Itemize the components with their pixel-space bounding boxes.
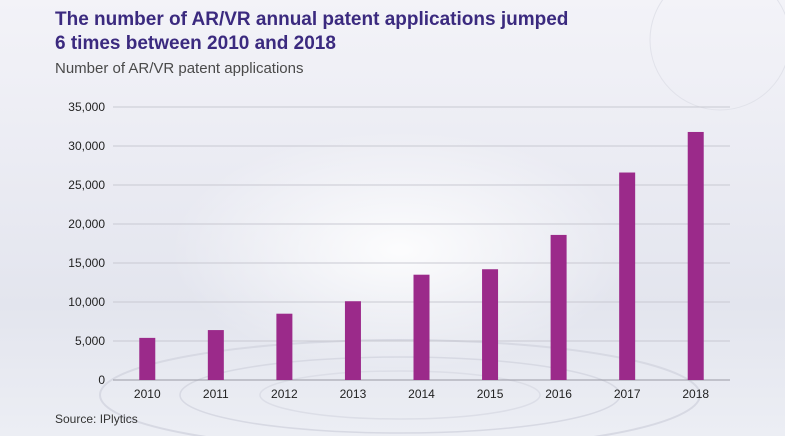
bar-2011 (207, 330, 224, 380)
x-tick-label: 2014 (408, 387, 435, 401)
y-tick-label: 25,000 (68, 178, 105, 192)
source-note: Source: IPlytics (55, 412, 138, 426)
bar-2014 (413, 274, 430, 380)
bar-2016 (550, 234, 567, 380)
chart-title-line-2: 6 times between 2010 and 2018 (55, 33, 336, 54)
x-tick-label: 2010 (134, 387, 161, 401)
bars (139, 131, 704, 380)
bar-2010 (139, 337, 156, 380)
bar-2018 (687, 131, 704, 380)
x-tick-label: 2011 (203, 387, 229, 401)
x-tick-label: 2012 (271, 387, 298, 401)
chart-title: The number of AR/VR annual patent applic… (55, 8, 755, 56)
x-tick-label: 2017 (614, 387, 641, 401)
y-tick-label: 0 (98, 373, 105, 387)
bar-2012 (276, 313, 293, 380)
y-tick-label: 15,000 (68, 256, 105, 270)
bar-2013 (344, 301, 361, 380)
y-tick-label: 20,000 (68, 217, 105, 231)
y-tick-label: 35,000 (68, 100, 105, 114)
x-axis-labels: 2010 2011 2012 2013 2014 2015 2016 2017 2018 (134, 387, 709, 401)
y-tick-label: 10,000 (68, 295, 105, 309)
chart-subtitle: Number of AR/VR patent applications (55, 60, 304, 77)
bar-2017 (619, 172, 636, 380)
y-tick-label: 5,000 (75, 334, 105, 348)
y-tick-label: 30,000 (68, 139, 105, 153)
x-tick-label: 2018 (682, 387, 709, 401)
x-tick-label: 2013 (340, 387, 367, 401)
y-axis-labels: 0 5,000 10,000 15,000 20,000 25,000 30,000 35,0… (68, 100, 105, 387)
x-tick-label: 2016 (545, 387, 572, 401)
bar-2015 (482, 269, 499, 380)
x-tick-label: 2015 (477, 387, 504, 401)
chart-title-line-1: The number of AR/VR annual patent applic… (55, 9, 569, 30)
